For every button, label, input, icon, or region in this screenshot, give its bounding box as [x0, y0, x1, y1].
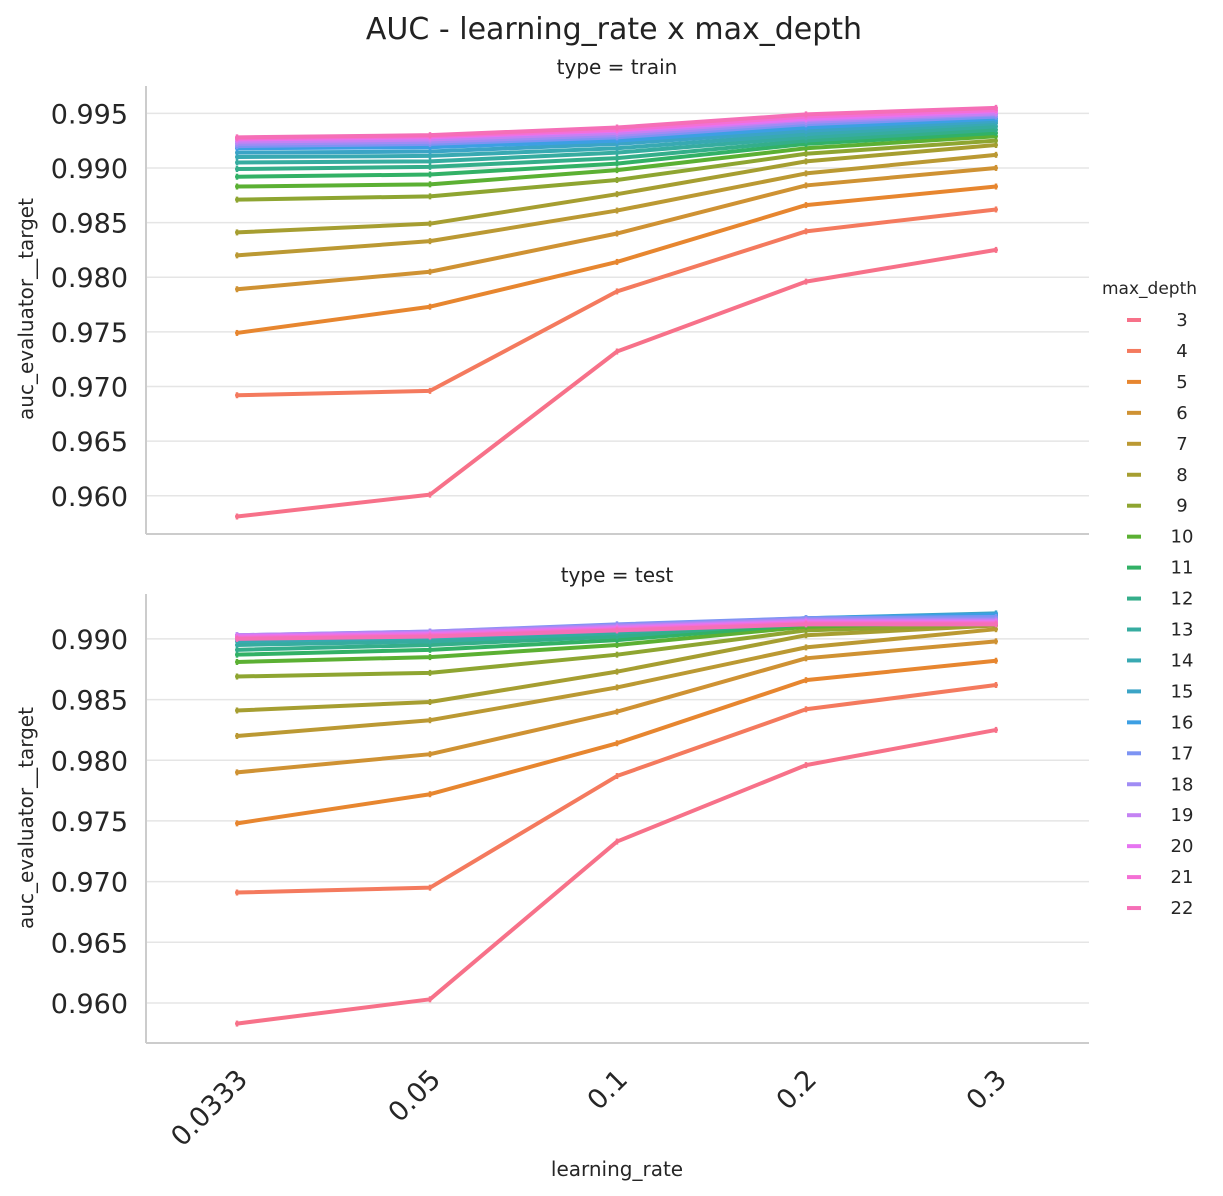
series-line-4 — [235, 683, 998, 895]
y-tick-label: 0.975 — [51, 318, 128, 349]
facet-0: 0.960 0.965 0.970 0.975 0.980 0.985 0.990 0.995 — [51, 86, 1089, 535]
y-tick-label: 0.975 — [51, 807, 128, 838]
y-tick-label: 0.960 — [51, 989, 128, 1020]
plot-area: 0.960 0.965 0.970 0.975 0.980 0.985 0.990 0.995… — [51, 86, 1089, 1153]
legend-label-21: 21 — [1171, 867, 1194, 888]
x-tick-label: 0.05 — [383, 1064, 447, 1128]
legend-label-5: 5 — [1176, 372, 1187, 393]
chart-title: AUC - learning_rate x max_depth — [366, 12, 862, 47]
y-tick-label: 0.985 — [51, 209, 128, 240]
x-tick-label: 0.0333 — [165, 1064, 254, 1153]
y-tick-label: 0.970 — [51, 372, 128, 403]
legend-label-19: 19 — [1171, 805, 1194, 826]
legend-label-11: 11 — [1171, 558, 1194, 579]
legend-label-3: 3 — [1176, 310, 1187, 331]
y-tick-label: 0.995 — [51, 99, 128, 130]
y-tick-label: 0.960 — [51, 482, 128, 513]
legend-label-6: 6 — [1176, 403, 1187, 424]
facet-1: 0.960 0.965 0.970 0.975 0.980 0.985 0.990 0.033… — [51, 594, 1089, 1153]
legend-label-14: 14 — [1171, 650, 1194, 671]
x-axis-label: learning_rate — [551, 1157, 683, 1181]
y-tick-label: 0.985 — [51, 686, 128, 717]
x-tick-label: 0.3 — [961, 1064, 1013, 1116]
legend-label-15: 15 — [1171, 681, 1194, 702]
y-tick-label: 0.965 — [51, 928, 128, 959]
y-tick-label: 0.970 — [51, 868, 128, 899]
x-tick-label: 0.2 — [771, 1064, 823, 1116]
legend-label-20: 20 — [1171, 836, 1194, 857]
y-axis-label-test: auc_evaluator__target — [14, 707, 38, 929]
legend-label-8: 8 — [1176, 465, 1187, 486]
legend-label-4: 4 — [1176, 341, 1187, 362]
legend-label-17: 17 — [1171, 743, 1194, 764]
legend-label-10: 10 — [1171, 527, 1194, 548]
y-tick-label: 0.980 — [51, 263, 128, 294]
legend-title: max_depth — [1102, 279, 1197, 299]
legend-label-12: 12 — [1171, 589, 1194, 610]
legend-label-13: 13 — [1171, 620, 1194, 641]
x-tick-label: 0.1 — [582, 1064, 634, 1116]
legend: 3 4 5 6 7 8 9 10 11 12 13 14 15 16 17 18 19 20 21 22 — [1127, 310, 1193, 919]
legend-label-18: 18 — [1171, 774, 1194, 795]
facet-title-test: type = test — [561, 563, 674, 587]
y-tick-label: 0.965 — [51, 427, 128, 458]
y-tick-label: 0.980 — [51, 746, 128, 777]
facet-title-train: type = train — [557, 55, 678, 79]
y-axis-label-train: auc_evaluator__target — [14, 198, 38, 420]
y-tick-label: 0.990 — [51, 625, 128, 656]
legend-label-7: 7 — [1176, 434, 1187, 455]
y-tick-label: 0.990 — [51, 154, 128, 185]
legend-label-9: 9 — [1176, 496, 1187, 517]
legend-label-22: 22 — [1171, 898, 1194, 919]
series-line-4 — [235, 207, 998, 398]
legend-label-16: 16 — [1171, 712, 1194, 733]
